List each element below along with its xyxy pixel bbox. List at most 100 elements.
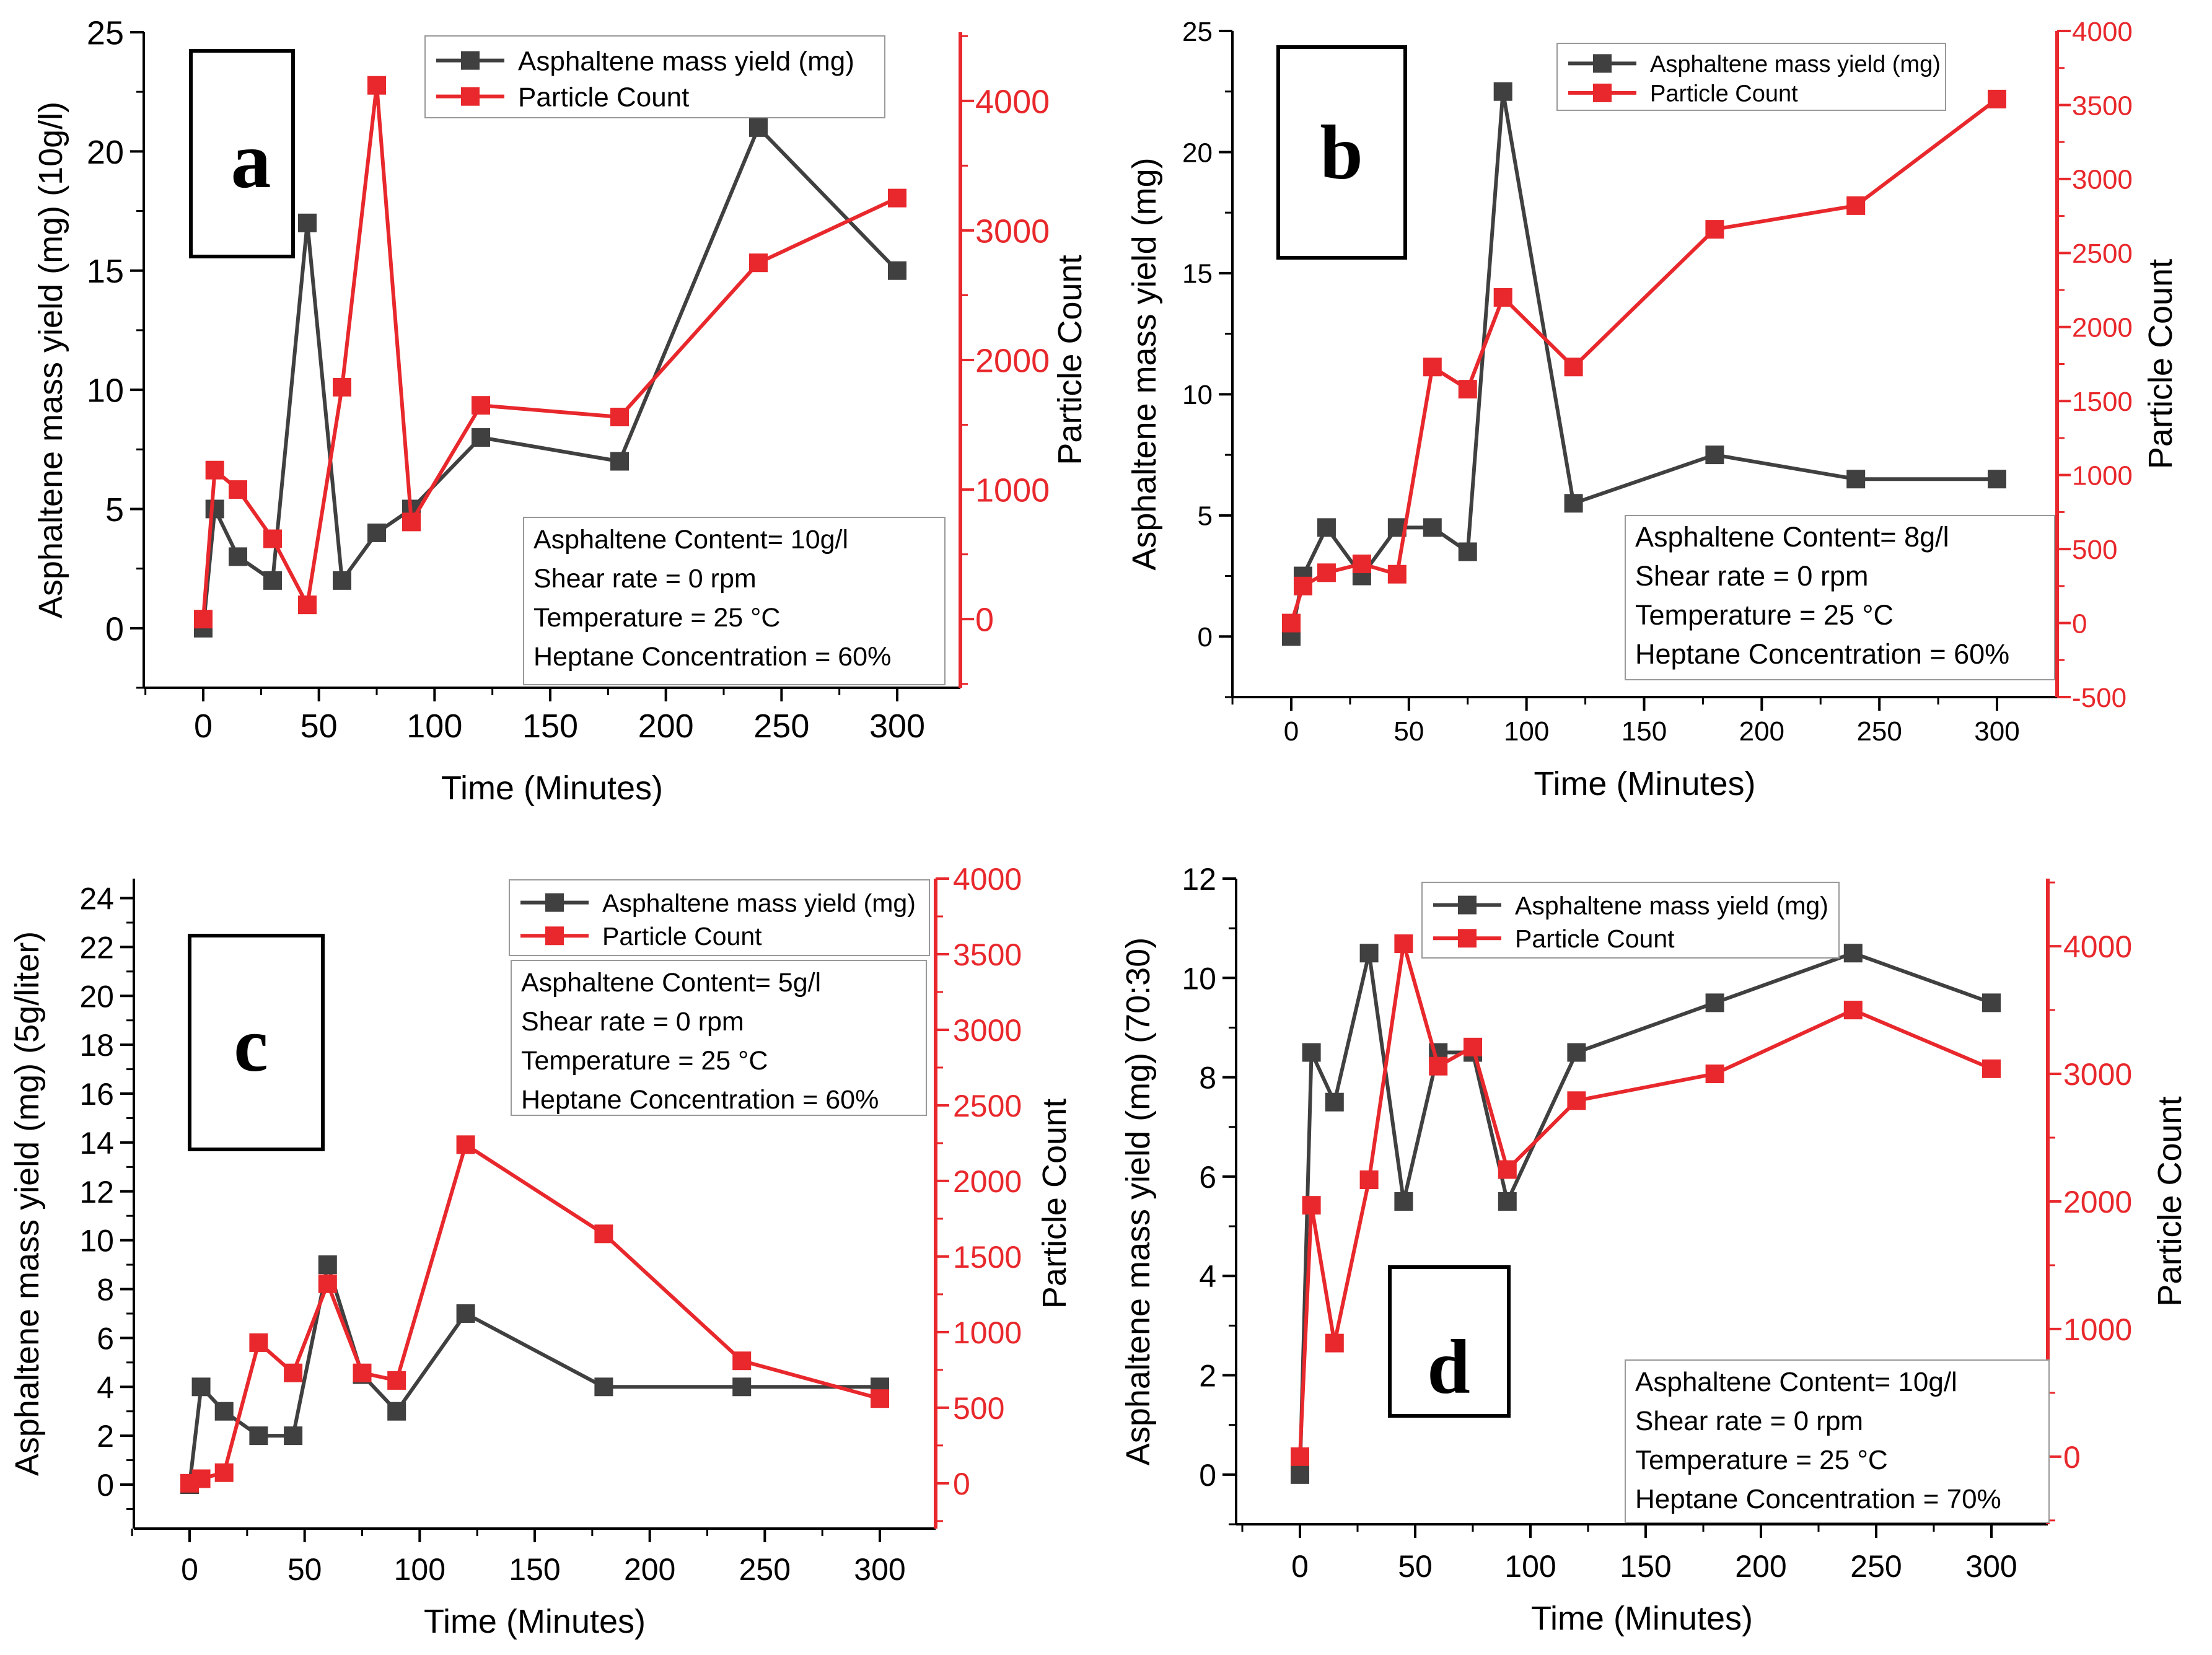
data-point — [610, 408, 629, 426]
data-point — [387, 1402, 406, 1421]
x-tick-label: 100 — [406, 708, 462, 745]
y2-tick-label: 2500 — [953, 1089, 1022, 1123]
data-point — [1291, 1447, 1309, 1466]
data-point — [205, 499, 224, 519]
condition-line: Heptane Concentration = 60% — [1635, 638, 2009, 670]
data-point — [594, 1377, 613, 1397]
data-point — [1498, 1160, 1517, 1179]
y2-tick-label: 500 — [2072, 535, 2117, 565]
data-point — [1282, 613, 1301, 633]
x-tick-label: 100 — [1504, 716, 1549, 747]
data-point — [191, 1469, 211, 1488]
y-tick-label: 25 — [1182, 17, 1213, 47]
data-point — [1458, 542, 1477, 561]
y2-tick-label: 0 — [2063, 1440, 2081, 1475]
y2-tick-label: 2000 — [953, 1164, 1022, 1199]
data-point — [1567, 1043, 1586, 1062]
data-point — [249, 1333, 268, 1352]
y-tick-label: 12 — [1182, 862, 1216, 897]
condition-line: Asphaltene Content= 10g/l — [1635, 1367, 1957, 1397]
data-point — [1429, 1056, 1448, 1076]
data-point — [298, 213, 317, 232]
y-axis-title: Asphaltene mass yield (mg) — [1126, 157, 1163, 570]
legend-box — [1421, 882, 1840, 959]
legend-marker — [545, 893, 564, 912]
condition-line: Asphaltene Content= 8g/l — [1635, 521, 1949, 553]
panel-label-box — [188, 934, 325, 1151]
y2-axis-title: Particle Count — [2151, 1096, 2188, 1306]
x-tick-label: 250 — [1856, 716, 1902, 747]
data-point — [888, 188, 906, 208]
series-particle-count — [1282, 89, 2006, 633]
x-tick-label: 300 — [1974, 716, 2019, 747]
data-point — [1423, 358, 1442, 377]
legend-marker — [1593, 54, 1612, 73]
legend: Asphaltene mass yield (mg) Particle Count — [1556, 43, 1946, 111]
y-tick-label: 4 — [1199, 1259, 1216, 1294]
chart-panel-c: 0 50 100 150 200 250 3000246810121416182022240… — [9, 862, 1073, 1640]
series-particle-count — [1291, 934, 2001, 1466]
data-point — [888, 261, 906, 280]
y2-tick-label: 2000 — [2063, 1185, 2132, 1219]
x-tick-label: 50 — [1398, 1549, 1433, 1584]
y-tick-label: 8 — [97, 1273, 114, 1307]
data-point — [298, 595, 317, 615]
legend-label: Particle Count — [602, 922, 762, 950]
panel-label: a — [231, 116, 271, 205]
data-point — [1705, 1065, 1724, 1084]
condition-line: Temperature = 25 °C — [1635, 1445, 1888, 1475]
y-tick-label: 20 — [1182, 138, 1213, 168]
y-tick-label: 16 — [79, 1077, 114, 1112]
condition-line: Heptane Concentration = 70% — [1635, 1484, 2001, 1514]
condition-line: Asphaltene Content= 10g/l — [533, 525, 848, 555]
data-point — [214, 1402, 234, 1421]
conditions-box: Asphaltene Content= 10g/l Shear rate = 0 … — [523, 517, 946, 685]
panel-label-box — [1388, 1265, 1511, 1418]
panel-label: d — [1427, 1325, 1470, 1410]
legend: Asphaltene mass yield (mg) Particle Count — [509, 879, 930, 956]
legend-box — [424, 35, 885, 118]
y2-tick-label: 2000 — [2072, 313, 2133, 343]
y2-tick-label: 1500 — [953, 1240, 1022, 1275]
x-tick-label: 150 — [1620, 1549, 1671, 1584]
x-axis-title: Time (Minutes) — [1534, 765, 1755, 802]
x-tick-label: 0 — [1291, 1549, 1309, 1584]
panel-label-box — [189, 49, 295, 258]
data-point — [1988, 89, 2006, 108]
y-tick-label: 5 — [1198, 501, 1213, 532]
chart-panel-a: 0 50 100 150 200 250 3000510152025010002000300… — [32, 14, 1089, 807]
x-tick-label: 200 — [1739, 716, 1784, 747]
data-point — [263, 571, 282, 590]
data-point — [1291, 1465, 1309, 1484]
data-point — [1843, 944, 1863, 963]
data-point — [229, 547, 247, 566]
y-tick-label: 18 — [79, 1028, 114, 1063]
condition-line: Shear rate = 0 rpm — [1635, 1406, 1863, 1436]
panel-label-box — [1276, 45, 1407, 260]
y2-tick-label: 1000 — [2063, 1312, 2132, 1347]
x-tick-label: 50 — [1393, 716, 1424, 747]
x-tick-label: 50 — [287, 1552, 322, 1587]
data-point — [333, 571, 351, 590]
data-point — [249, 1426, 268, 1446]
legend-label: Asphaltene mass yield (mg) — [518, 46, 854, 76]
x-tick-label: 250 — [739, 1552, 791, 1587]
data-point — [1705, 446, 1724, 465]
data-point — [1846, 470, 1866, 489]
y-tick-label: 12 — [79, 1175, 114, 1209]
x-tick-label: 300 — [854, 1552, 905, 1587]
data-point — [1317, 563, 1336, 582]
y-tick-label: 20 — [87, 134, 124, 171]
data-point — [610, 452, 629, 471]
data-point — [214, 1463, 234, 1482]
data-point — [318, 1255, 337, 1275]
data-point — [472, 396, 490, 415]
y-tick-label: 5 — [105, 491, 124, 529]
y2-tick-label: 4000 — [2072, 17, 2133, 47]
legend-marker — [1593, 83, 1612, 102]
series-yield — [194, 118, 906, 638]
y-tick-label: 0 — [97, 1468, 114, 1503]
y-tick-label: 10 — [1182, 380, 1213, 410]
data-point — [263, 529, 282, 548]
